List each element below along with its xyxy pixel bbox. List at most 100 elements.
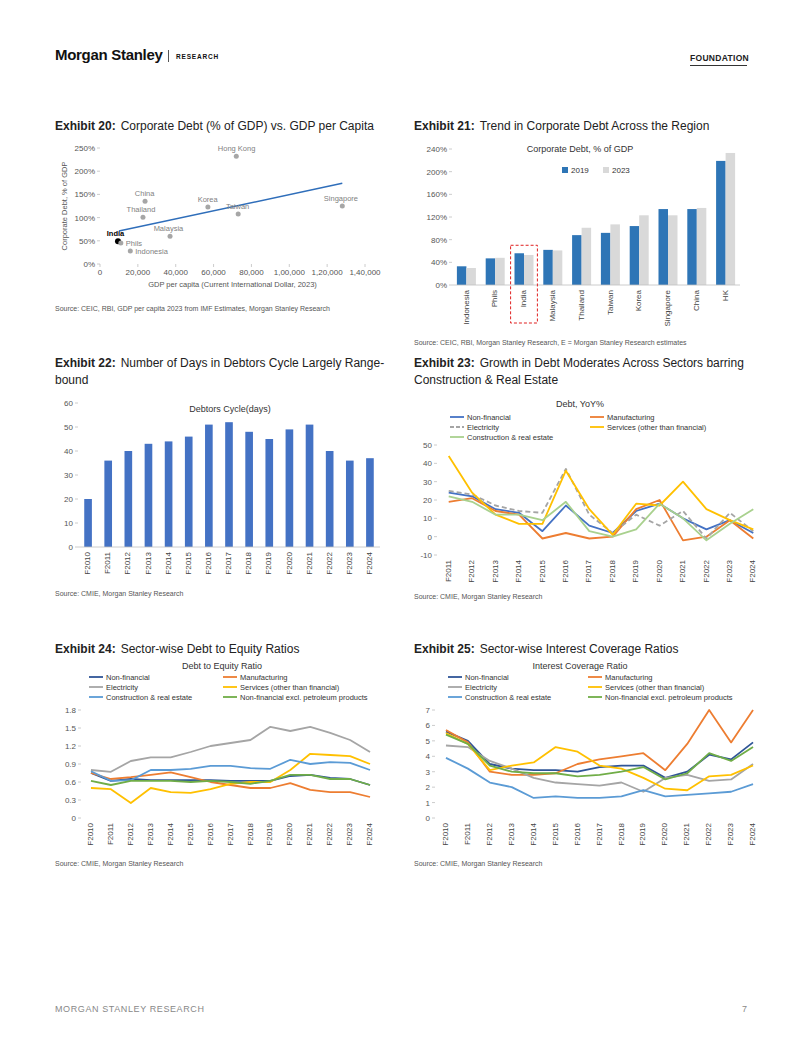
category-label: F2011	[444, 559, 453, 582]
exhibit-label: Exhibit 24:	[55, 642, 116, 656]
chart: 00.30.60.91.21.51.8Debt to Equity RatioF…	[55, 658, 390, 858]
point	[168, 234, 173, 239]
source: Source: CMIE, Morgan Stanley Research	[414, 593, 542, 600]
bar	[726, 153, 736, 285]
category-label: F2016	[204, 551, 213, 574]
y-tick	[449, 262, 452, 263]
y-tick-label: 3	[426, 768, 431, 777]
y-tick	[97, 264, 100, 265]
category-label: F2023	[726, 822, 735, 845]
bar	[185, 437, 193, 547]
bar	[658, 209, 668, 285]
category-label: F2014	[166, 822, 175, 845]
y-tick-label: 250%	[75, 144, 95, 153]
chart-title: Debt, YoY%	[556, 399, 604, 409]
legend-swatch	[590, 416, 604, 418]
y-tick-label: 10	[423, 514, 432, 523]
category-label: F2021	[682, 822, 691, 845]
point-label: China	[135, 189, 155, 198]
point-label: Singapore	[324, 194, 358, 203]
y-tick	[449, 217, 452, 218]
legend-swatch	[562, 167, 568, 173]
x-tick	[289, 264, 290, 267]
legend-swatch	[89, 676, 103, 678]
y-tick	[75, 475, 78, 476]
section: RESEARCH	[176, 53, 219, 60]
bar	[225, 422, 233, 547]
point	[143, 199, 148, 204]
legend-swatch	[223, 696, 237, 698]
category-label: F2021	[678, 559, 687, 582]
bar	[524, 255, 534, 285]
exhibit-heading: Exhibit 21:Trend in Corporate Debt Acros…	[414, 118, 764, 135]
bar	[165, 441, 173, 547]
y-tick	[449, 171, 452, 172]
chart-title: Interest Coverage Ratio	[532, 661, 627, 671]
y-tick-label: 0.6	[65, 778, 77, 787]
category-label: F2020	[655, 559, 664, 582]
bar	[265, 439, 273, 547]
legend-swatch	[89, 686, 103, 688]
y-tick	[97, 171, 100, 172]
category-label: F2014	[529, 822, 538, 845]
chart-title: Corporate Debt, % of GDP	[527, 144, 634, 154]
category-label: F2022	[702, 559, 711, 582]
category-label: F2021	[305, 822, 314, 845]
x-tick	[137, 264, 138, 267]
y-tick-label: 0	[72, 814, 77, 823]
y-tick	[75, 451, 78, 452]
chart-title: Debt to Equity Ratio	[182, 661, 262, 671]
bar	[572, 235, 582, 285]
logo: Morgan Stanley	[55, 46, 163, 63]
bar	[125, 451, 133, 547]
y-tick-label: 50	[423, 441, 432, 450]
y-tick-label: 30	[423, 478, 432, 487]
y-tick	[432, 802, 435, 803]
category-label: F2018	[617, 822, 626, 845]
source: Source: CMIE, Morgan Stanley Research	[414, 860, 542, 867]
y-tick	[432, 725, 435, 726]
y-tick-label: 40	[64, 447, 73, 456]
x-tick	[251, 264, 252, 267]
bar	[553, 250, 563, 285]
y-tick	[434, 555, 437, 556]
exhibit-label: Exhibit 22:	[55, 356, 116, 370]
bar	[84, 499, 92, 547]
exhibit-title: Sector-wise Interest Coverage Ratios	[480, 642, 679, 656]
y-tick	[78, 818, 81, 819]
category-label: F2022	[325, 551, 334, 574]
legend: Non-financialManufacturingElectricitySer…	[89, 673, 368, 702]
y-tick	[78, 710, 81, 711]
y-tick-label: 50%	[79, 237, 95, 246]
category-label: F2014	[164, 551, 173, 574]
footer: MORGAN STANLEY RESEARCH	[55, 1004, 205, 1014]
category-label: F2018	[244, 551, 253, 574]
bar	[366, 458, 374, 547]
y-tick	[432, 818, 435, 819]
category-label: F2013	[144, 551, 153, 574]
series-line	[446, 745, 753, 791]
legend-label: Services (other than financial)	[605, 683, 705, 692]
trend-line	[119, 183, 342, 231]
chart: 0%40%80%120%160%200%240%Corporate Debt, …	[414, 140, 764, 338]
series-line	[91, 775, 370, 785]
y-tick	[75, 427, 78, 428]
exhibit-title: Trend in Corporate Debt Across the Regio…	[480, 119, 710, 133]
category-label: F2015	[186, 822, 195, 845]
bar	[245, 432, 253, 547]
rule	[690, 65, 747, 66]
y-tick	[78, 782, 81, 783]
category-label: F2016	[561, 559, 570, 582]
y-tick-label: 50	[64, 423, 73, 432]
x-tick-label: 80,000	[239, 268, 264, 277]
bar	[514, 253, 524, 285]
x-tick	[327, 264, 328, 267]
legend-swatch	[448, 676, 462, 678]
category-label: Singapore	[663, 289, 672, 326]
y-tick-label: 160%	[427, 190, 447, 199]
source: Source: CEIC, RBI, GDP per capita 2023 f…	[55, 305, 330, 312]
category-label: F2019	[638, 822, 647, 845]
bar	[326, 451, 334, 547]
legend-label: Services (other than financial)	[607, 423, 707, 432]
exhibit-heading: Exhibit 22:Number of Days in Debtors Cyc…	[55, 355, 385, 389]
